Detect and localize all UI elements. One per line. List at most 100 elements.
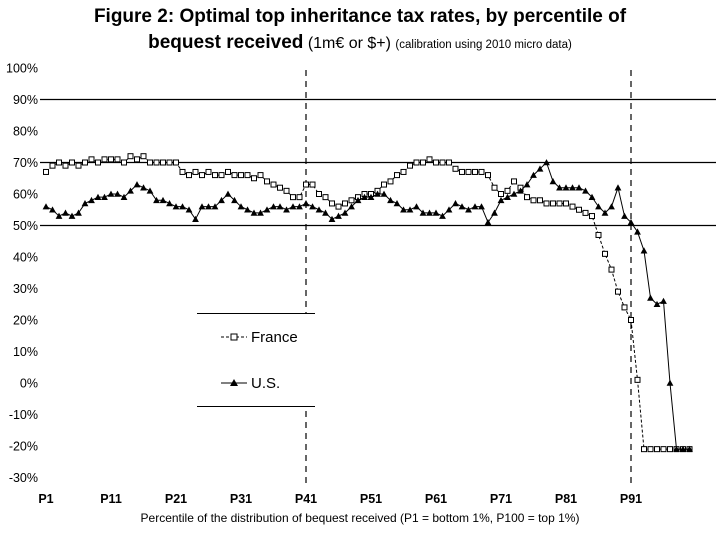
data-point-marker-us xyxy=(218,196,225,204)
data-point-marker-us xyxy=(627,218,635,226)
data-point-marker-france xyxy=(134,156,140,163)
data-point-marker-us xyxy=(49,206,56,213)
data-point-marker-us xyxy=(75,209,82,216)
data-point-marker-france xyxy=(446,159,452,166)
data-point-marker-france xyxy=(101,156,108,163)
data-point-marker-us xyxy=(549,178,557,185)
data-point-marker-us xyxy=(465,206,472,213)
figure-title: Figure 2: Optimal top inheritance tax ra… xyxy=(0,4,720,55)
data-point-marker-france xyxy=(530,197,537,204)
data-point-marker-france xyxy=(511,178,517,185)
y-tick-label: 50% xyxy=(13,219,38,233)
x-tick-label: P81 xyxy=(555,492,577,506)
data-point-marker-us xyxy=(556,184,563,191)
data-point-marker-us xyxy=(205,203,212,210)
data-point-marker-us xyxy=(354,196,362,204)
data-point-marker-france xyxy=(628,317,634,323)
y-tick-label: 100% xyxy=(6,62,38,76)
data-point-marker-us xyxy=(224,190,232,197)
data-point-marker-france xyxy=(498,191,504,197)
data-point-marker-us xyxy=(348,203,355,210)
data-point-marker-france xyxy=(478,168,485,175)
data-point-marker-us xyxy=(335,212,342,219)
data-point-marker-us xyxy=(114,190,121,197)
y-tick-label: 20% xyxy=(13,314,38,328)
data-point-marker-us xyxy=(634,228,641,235)
x-axis-title: Percentile of the distribution of beques… xyxy=(140,511,580,525)
data-point-marker-us xyxy=(185,206,193,213)
data-point-marker-france xyxy=(348,197,355,204)
data-point-marker-us xyxy=(536,165,544,172)
data-point-marker-us xyxy=(400,206,407,213)
data-point-marker-us xyxy=(120,193,128,200)
france-marker-icon xyxy=(221,333,247,341)
figure-title-calibration-note: (calibration using 2010 micro data) xyxy=(395,38,572,51)
x-tick-label: P41 xyxy=(295,492,317,506)
data-point-marker-us xyxy=(62,209,69,216)
data-point-marker-france xyxy=(660,446,667,453)
data-point-marker-france xyxy=(550,200,556,207)
data-point-marker-us xyxy=(601,209,609,216)
legend-label-us: U.S. xyxy=(251,374,281,392)
data-point-marker-us xyxy=(478,203,485,210)
data-point-marker-france xyxy=(238,172,244,179)
data-point-marker-france xyxy=(459,168,465,175)
data-point-marker-us xyxy=(322,209,329,216)
legend-entry-france: France xyxy=(221,329,315,346)
data-point-marker-france xyxy=(173,159,179,166)
data-point-marker-france xyxy=(205,168,212,175)
data-point-marker-us xyxy=(380,190,388,197)
data-point-marker-france xyxy=(394,172,400,179)
data-point-marker-us xyxy=(172,203,180,210)
data-point-marker-us xyxy=(595,203,602,210)
data-point-marker-france xyxy=(602,250,608,257)
data-point-marker-france xyxy=(524,194,530,201)
y-tick-label: -30% xyxy=(9,471,38,485)
data-point-marker-us xyxy=(543,159,550,166)
data-point-marker-us xyxy=(426,209,433,216)
data-point-marker-us xyxy=(309,203,316,210)
data-point-marker-france xyxy=(225,168,231,175)
y-tick-label: 70% xyxy=(13,156,38,170)
data-point-marker-france xyxy=(218,172,225,179)
data-point-marker-us xyxy=(341,209,349,216)
data-point-marker-us xyxy=(192,215,199,222)
data-point-marker-france xyxy=(160,159,166,166)
y-tick-label: -20% xyxy=(9,440,38,454)
data-point-marker-france xyxy=(576,206,582,213)
data-point-marker-france xyxy=(387,178,394,185)
data-point-marker-france xyxy=(212,172,218,179)
data-point-marker-us xyxy=(673,445,680,452)
data-point-marker-us xyxy=(406,206,414,213)
data-point-marker-france xyxy=(647,446,654,453)
data-point-marker-us xyxy=(179,203,186,210)
data-point-marker-france xyxy=(62,162,69,169)
data-point-marker-us xyxy=(289,203,297,210)
data-point-marker-us xyxy=(588,193,596,200)
data-point-marker-us xyxy=(263,206,271,213)
data-point-marker-france xyxy=(667,446,673,453)
data-point-marker-us xyxy=(445,206,453,213)
data-point-marker-france xyxy=(166,159,173,166)
series-line-us xyxy=(45,161,690,450)
data-point-marker-france xyxy=(381,181,387,188)
data-point-marker-france xyxy=(121,159,127,166)
x-tick-label: P71 xyxy=(490,492,512,506)
y-tick-label: 80% xyxy=(13,125,38,139)
data-point-marker-france xyxy=(322,194,329,201)
data-point-marker-france xyxy=(563,200,569,207)
x-tick-label: P31 xyxy=(230,492,252,506)
data-point-marker-us xyxy=(55,212,63,219)
data-point-marker-us xyxy=(88,196,95,204)
data-point-marker-france xyxy=(69,159,75,166)
data-point-marker-us xyxy=(153,196,160,204)
data-point-marker-france xyxy=(199,172,205,179)
data-point-marker-us xyxy=(302,200,310,207)
x-tick-label: P11 xyxy=(100,492,122,506)
data-point-marker-france xyxy=(127,153,134,160)
data-point-marker-france xyxy=(49,162,56,169)
data-point-marker-france xyxy=(615,288,621,295)
data-point-marker-france xyxy=(114,156,121,163)
data-point-marker-france xyxy=(491,184,498,191)
data-point-marker-france xyxy=(270,181,277,188)
